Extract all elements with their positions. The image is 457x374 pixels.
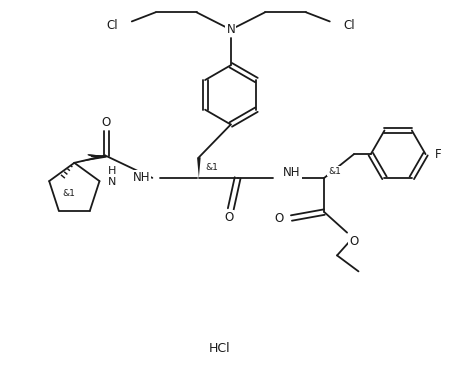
- Polygon shape: [74, 154, 106, 163]
- Text: H
N: H N: [108, 166, 116, 187]
- Text: O: O: [349, 235, 359, 248]
- Text: HCl: HCl: [208, 343, 230, 355]
- Text: Cl: Cl: [344, 19, 355, 33]
- Text: &1: &1: [205, 163, 218, 172]
- Polygon shape: [197, 157, 201, 178]
- Text: NH: NH: [133, 171, 150, 184]
- Text: Cl: Cl: [106, 19, 118, 33]
- Text: O: O: [224, 211, 233, 224]
- Text: NH: NH: [283, 166, 301, 179]
- Text: &1: &1: [63, 189, 75, 198]
- Text: O: O: [274, 212, 283, 224]
- Text: N: N: [226, 23, 235, 36]
- Text: &1: &1: [328, 166, 341, 175]
- Text: F: F: [435, 148, 441, 161]
- Text: O: O: [101, 116, 111, 129]
